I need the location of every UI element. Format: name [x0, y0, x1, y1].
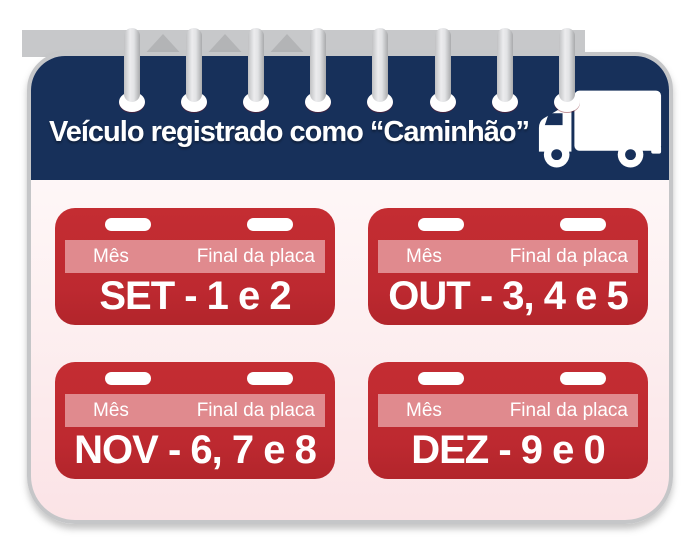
plate-card-dez: Mês Final da placa DEZ - 9 e 0	[368, 362, 648, 479]
calendar-page: Veículo registrado como “Caminhão” Mês F…	[27, 52, 673, 524]
plate-slot-left	[105, 372, 151, 385]
plate-header-band: Mês Final da placa	[378, 240, 638, 273]
plate-slot-left	[418, 372, 464, 385]
plate-card-out: Mês Final da placa OUT - 3, 4 e 5	[368, 208, 648, 325]
binder-pin	[372, 28, 388, 102]
plate-header-band: Mês Final da placa	[378, 394, 638, 427]
plate-header-band: Mês Final da placa	[65, 394, 325, 427]
binder-pin	[310, 28, 326, 102]
torn-page-triangle	[204, 34, 246, 57]
binder-pin	[497, 28, 513, 102]
truck-icon	[538, 90, 662, 168]
plate-card-nov: Mês Final da placa NOV - 6, 7 e 8	[55, 362, 335, 479]
binder-pin	[186, 28, 202, 102]
plate-header-band: Mês Final da placa	[65, 240, 325, 273]
plate-card-set: Mês Final da placa SET - 1 e 2	[55, 208, 335, 325]
binder-pin	[559, 28, 575, 102]
month-label: Mês	[406, 399, 442, 421]
plate-final-label: Final da placa	[196, 245, 315, 267]
plate-value: NOV - 6, 7 e 8	[74, 428, 317, 472]
torn-page-triangle	[266, 34, 308, 57]
plate-value: OUT - 3, 4 e 5	[388, 274, 628, 318]
plate-slot-right	[560, 218, 606, 231]
plate-final-label: Final da placa	[196, 399, 315, 421]
binder-pin	[124, 28, 140, 102]
torn-page-triangle	[142, 34, 184, 57]
binder-pin	[248, 28, 264, 102]
plate-slot-right	[247, 218, 293, 231]
binder-pin	[435, 28, 451, 102]
plate-slot-left	[105, 218, 151, 231]
plate-final-label: Final da placa	[509, 399, 628, 421]
plate-slot-right	[560, 372, 606, 385]
month-label: Mês	[93, 399, 129, 421]
plate-value: DEZ - 9 e 0	[411, 428, 606, 472]
plate-value: SET - 1 e 2	[99, 274, 291, 318]
plate-slot-left	[418, 218, 464, 231]
month-label: Mês	[406, 245, 442, 267]
plate-final-label: Final da placa	[509, 245, 628, 267]
plate-slot-right	[247, 372, 293, 385]
month-label: Mês	[93, 245, 129, 267]
header-title: Veículo registrado como “Caminhão”	[49, 116, 530, 148]
